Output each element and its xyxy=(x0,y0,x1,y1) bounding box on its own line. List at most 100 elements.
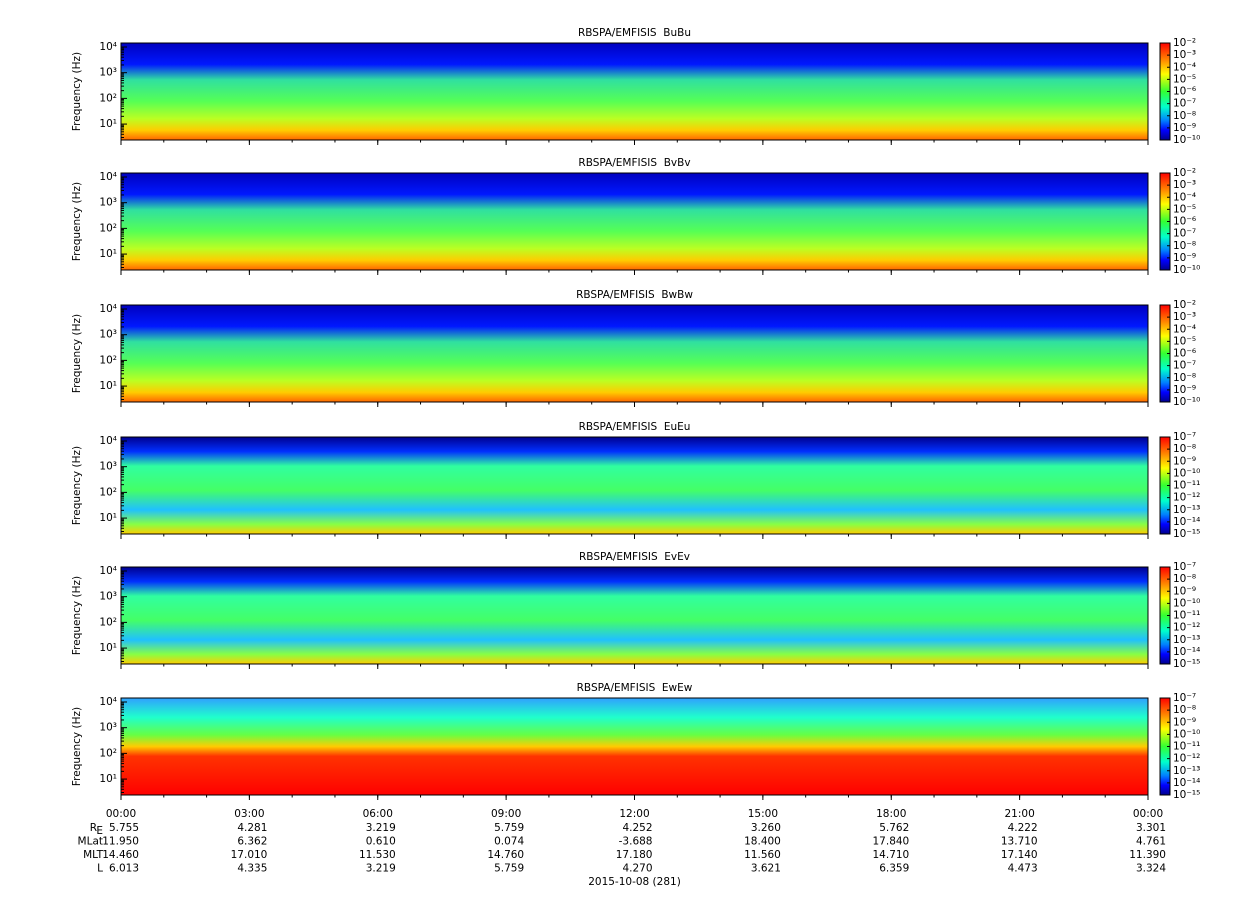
panel-title: RBSPA/EMFISIS EwEw xyxy=(577,682,693,694)
panel-title: RBSPA/EMFISIS BvBv xyxy=(578,157,690,169)
y-tick-label: 10¹ xyxy=(99,248,117,260)
ephemeris-value: 4.473 xyxy=(1008,863,1038,875)
colorbar-label: amplitude (V^2/m^2/Hz) xyxy=(1228,419,1240,552)
y-tick-label: 10⁴ xyxy=(99,171,117,183)
spectrogram xyxy=(121,305,1148,402)
ephemeris-value: 17.140 xyxy=(1001,849,1038,861)
ephemeris-label: MLT xyxy=(83,849,103,861)
colorbar-tick-label: 10⁻¹⁵ xyxy=(1173,528,1200,540)
x-tick-label: 06:00 xyxy=(363,808,393,820)
colorbar-label: amplitude (V^2/m^2/Hz) xyxy=(1228,680,1240,813)
colorbar-tick-label: 10⁻⁴ xyxy=(1173,323,1196,335)
y-tick-label: 10⁴ xyxy=(99,41,117,53)
y-tick-label: 10³ xyxy=(99,722,117,734)
colorbar-tick-label: 10⁻⁸ xyxy=(1173,110,1196,122)
y-tick-label: 10² xyxy=(99,616,117,628)
ephemeris-value: 11.560 xyxy=(744,849,781,861)
panel-title: RBSPA/EMFISIS EuEu xyxy=(579,421,691,433)
y-tick-label: 10³ xyxy=(99,591,117,603)
y-axis-label: Frequency (Hz) xyxy=(71,707,83,786)
colorbar-tick-label: 10⁻⁸ xyxy=(1173,443,1196,455)
colorbar-tick-label: 10⁻⁷ xyxy=(1173,561,1196,573)
ephemeris-value: 6.362 xyxy=(237,836,267,848)
ephemeris-value: 4.270 xyxy=(622,863,652,875)
ephemeris-value: 3.219 xyxy=(366,822,396,834)
ephemeris-value: 18.400 xyxy=(744,836,781,848)
ephemeris-value: 3.621 xyxy=(751,863,781,875)
colorbar-tick-label: 10⁻⁷ xyxy=(1173,431,1196,443)
colorbar-tick-label: 10⁻¹⁰ xyxy=(1173,396,1200,408)
ephemeris-value: 4.281 xyxy=(237,822,267,834)
colorbar-tick-label: 10⁻⁴ xyxy=(1173,191,1196,203)
x-tick-label: 18:00 xyxy=(876,808,906,820)
colorbar-tick-label: 10⁻¹⁰ xyxy=(1173,134,1200,146)
y-tick-label: 10¹ xyxy=(99,380,117,392)
ephemeris-label: L xyxy=(97,863,103,875)
y-tick-label: 10¹ xyxy=(99,118,117,130)
y-tick-label: 10³ xyxy=(99,329,117,341)
ephemeris-value: 0.074 xyxy=(494,836,524,848)
colorbar-tick-label: 10⁻⁹ xyxy=(1173,384,1196,396)
colorbar-tick-label: 10⁻⁶ xyxy=(1173,86,1196,98)
ephemeris-value: 14.760 xyxy=(487,849,524,861)
colorbar-tick-label: 10⁻¹¹ xyxy=(1173,741,1200,753)
colorbar-tick-label: 10⁻⁹ xyxy=(1173,585,1196,597)
plots: RBSPA/EMFISIS BuBu Frequency (Hz) 10¹ 10² 10… xyxy=(71,27,1240,888)
y-axis-label: Frequency (Hz) xyxy=(71,576,83,655)
panel-title: RBSPA/EMFISIS BwBw xyxy=(576,289,693,301)
colorbar-tick-label: 10⁻¹² xyxy=(1173,492,1200,504)
ephemeris-value: 4.761 xyxy=(1136,836,1166,848)
colorbar-tick-label: 10⁻⁹ xyxy=(1173,252,1196,264)
ephemeris-value: -3.688 xyxy=(619,836,653,848)
y-tick-label: 10¹ xyxy=(99,512,117,524)
x-tick-label: 12:00 xyxy=(619,808,649,820)
spectrogram xyxy=(121,567,1148,664)
colorbar-tick-label: 10⁻¹⁰ xyxy=(1173,467,1200,479)
y-tick-label: 10³ xyxy=(99,197,117,209)
x-tick-label: 09:00 xyxy=(491,808,521,820)
y-tick-label: 10⁴ xyxy=(99,565,117,577)
panel-title: RBSPA/EMFISIS BuBu xyxy=(578,27,691,39)
colorbar-tick-label: 10⁻² xyxy=(1173,299,1196,311)
ephemeris-value: 0.610 xyxy=(366,836,396,848)
ephemeris-value: 4.222 xyxy=(1008,822,1038,834)
colorbar-tick-label: 10⁻⁵ xyxy=(1173,73,1196,85)
colorbar-tick-label: 10⁻¹⁴ xyxy=(1173,646,1200,658)
y-tick-label: 10⁴ xyxy=(99,303,117,315)
colorbar-tick-label: 10⁻² xyxy=(1173,37,1196,49)
colorbar-tick-label: 10⁻¹⁰ xyxy=(1173,597,1200,609)
y-tick-label: 10³ xyxy=(99,67,117,79)
ephemeris-value: 11.530 xyxy=(359,849,396,861)
ephemeris-value: 5.759 xyxy=(494,863,524,875)
y-tick-label: 10² xyxy=(99,92,117,104)
spectrogram xyxy=(121,437,1148,534)
ephemeris-value: 4.335 xyxy=(237,863,267,875)
colorbar-label: amplitude (nT^2/Hz) xyxy=(1228,36,1240,146)
ephemeris-value: 5.755 xyxy=(109,822,139,834)
colorbar-tick-label: 10⁻¹⁴ xyxy=(1173,516,1200,528)
y-tick-label: 10⁴ xyxy=(99,696,117,708)
colorbar-tick-label: 10⁻¹⁰ xyxy=(1173,728,1200,740)
ephemeris-value: 6.013 xyxy=(109,863,139,875)
ephemeris-subscript: E xyxy=(96,825,103,837)
colorbar-tick-label: 10⁻³ xyxy=(1173,311,1196,323)
colorbar-tick-label: 10⁻⁷ xyxy=(1173,692,1196,704)
ephemeris-value: 14.710 xyxy=(873,849,910,861)
ephemeris-value: 17.840 xyxy=(873,836,910,848)
colorbar-tick-label: 10⁻¹³ xyxy=(1173,504,1200,516)
colorbar-tick-label: 10⁻¹² xyxy=(1173,622,1200,634)
colorbar-tick-label: 10⁻¹¹ xyxy=(1173,480,1200,492)
x-tick-label: 00:00 xyxy=(1133,808,1163,820)
colorbar-tick-label: 10⁻¹⁴ xyxy=(1173,777,1200,789)
y-axis-label: Frequency (Hz) xyxy=(71,314,83,393)
colorbar-tick-label: 10⁻⁷ xyxy=(1173,360,1196,372)
ephemeris-value: 6.359 xyxy=(879,863,909,875)
ephemeris-value: 17.010 xyxy=(231,849,268,861)
ephemeris-value: 5.762 xyxy=(879,822,909,834)
ephemeris-value: 17.180 xyxy=(616,849,653,861)
colorbar-tick-label: 10⁻² xyxy=(1173,167,1196,179)
colorbar-tick-label: 10⁻¹⁰ xyxy=(1173,264,1200,276)
ephemeris-value: 11.950 xyxy=(102,836,139,848)
colorbar-tick-label: 10⁻¹¹ xyxy=(1173,610,1200,622)
ephemeris-value: 3.260 xyxy=(751,822,781,834)
